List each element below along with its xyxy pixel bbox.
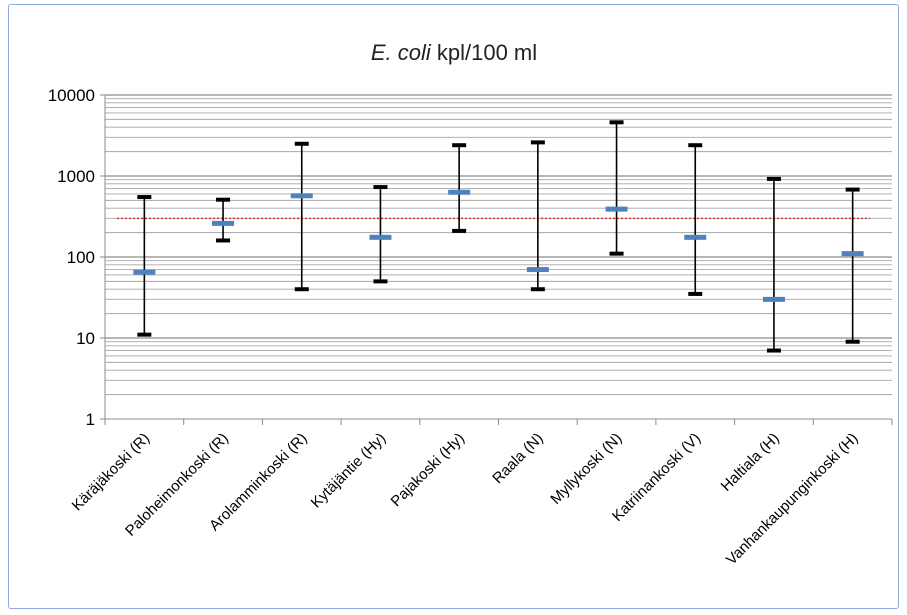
gridlines [105, 94, 892, 396]
max-marker [216, 197, 231, 202]
min-marker [688, 291, 703, 296]
center-marker [605, 206, 628, 212]
center-marker [526, 267, 549, 273]
min-marker [845, 339, 860, 344]
center-marker [448, 189, 471, 195]
x-tick-label: Kytäjäntie (Hy) [308, 430, 390, 512]
max-marker [766, 176, 781, 181]
y-tick-label: 10000 [48, 86, 95, 105]
max-marker [137, 195, 152, 200]
center-marker [212, 220, 235, 226]
center-marker [762, 296, 785, 302]
center-marker [684, 234, 707, 240]
max-marker [609, 120, 624, 125]
max-marker [373, 185, 388, 190]
min-marker [766, 348, 781, 353]
x-tick-label: Vanhankaupunginkoski (H) [723, 430, 862, 569]
y-tick-label: 1 [86, 410, 95, 429]
min-marker [609, 251, 624, 256]
y-tick-label: 10 [76, 329, 95, 348]
max-marker [294, 141, 309, 146]
y-tick-label: 100 [67, 248, 95, 267]
x-tick-label: Raala (N) [489, 430, 546, 487]
min-marker [373, 279, 388, 284]
chart: E. coli kpl/100 ml 1 10 100 1000 10000 Käräj… [48, 40, 893, 569]
min-marker [530, 287, 545, 292]
x-tick-label: Katriinankoski (V) [609, 430, 704, 525]
x-tick-label: Haltiala (H) [718, 430, 783, 495]
center-marker [841, 251, 864, 257]
x-tick-label: Pajakoski (Hy) [388, 430, 468, 510]
max-marker [688, 143, 703, 148]
min-marker [294, 287, 309, 292]
chart-title-italic: E. coli [371, 40, 432, 65]
center-marker [133, 269, 156, 275]
y-tick-label: 1000 [57, 167, 95, 186]
y-tick-labels: 1 10 100 1000 10000 [48, 86, 95, 429]
min-marker [452, 228, 467, 233]
axes [100, 94, 893, 425]
center-marker [369, 234, 392, 240]
x-tick-labels: Käräjäkoski (R)Paloheimonkoski (R)Arolam… [69, 430, 862, 569]
chart-container: E. coli kpl/100 ml 1 10 100 1000 10000 Käräj… [8, 4, 899, 609]
chart-title-rest: kpl/100 ml [431, 40, 537, 65]
max-marker [845, 187, 860, 192]
x-tick-label: Käräjäkoski (R) [69, 430, 154, 515]
range-marks [133, 120, 864, 353]
max-marker [452, 143, 467, 148]
center-marker [290, 193, 313, 199]
min-marker [137, 332, 152, 337]
x-tick-label: Myllykoski (N) [547, 430, 625, 508]
min-marker [216, 238, 231, 243]
max-marker [530, 140, 545, 145]
chart-title: E. coli kpl/100 ml [371, 40, 537, 65]
